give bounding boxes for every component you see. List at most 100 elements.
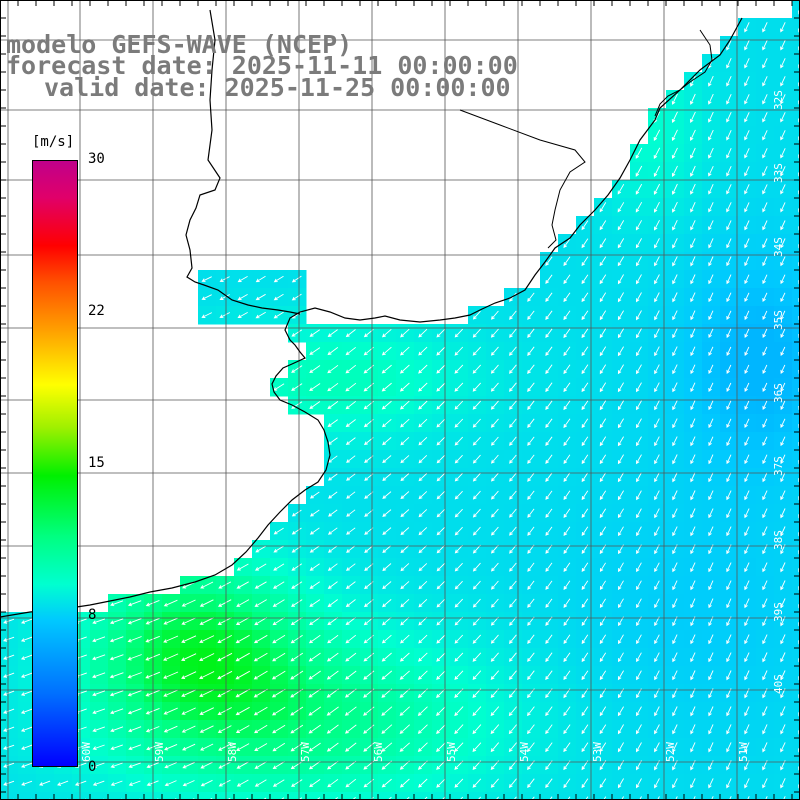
wind-arrow [563, 742, 571, 753]
wind-arrow [618, 580, 624, 591]
wind-arrow [585, 796, 589, 800]
wind-arrow [20, 636, 33, 642]
wind-arrow [690, 508, 696, 519]
wind-arrow [545, 490, 553, 500]
wind-speed-cell [792, 666, 800, 685]
wind-speed-cell [792, 72, 800, 91]
wind-arrow [400, 491, 410, 500]
wind-arrow [690, 382, 696, 393]
wind-arrow [563, 670, 571, 681]
wind-arrow [690, 436, 696, 447]
wind-arrow [708, 202, 714, 213]
wind-arrow [545, 274, 553, 284]
wind-arrow [654, 219, 660, 231]
wind-arrow [454, 418, 464, 428]
wind-arrow [636, 670, 642, 681]
wind-arrow [235, 706, 250, 716]
wind-arrow [454, 508, 463, 518]
wind-arrow [744, 742, 750, 753]
wind-arrow [654, 364, 660, 375]
coastline-river-plate-north [185, 9, 301, 315]
wind-arrow [345, 760, 357, 770]
wind-arrow [581, 364, 589, 375]
wind-arrow [710, 796, 714, 800]
wind-arrow [635, 220, 642, 231]
colorbar-tick-30: 30 [88, 151, 105, 167]
wind-speed-cell [792, 594, 800, 613]
wind-arrow [297, 797, 303, 800]
wind-arrow [636, 256, 642, 267]
wind-arrow [382, 509, 392, 518]
wind-speed-cell [108, 792, 127, 800]
wind-arrow [92, 708, 106, 715]
wind-arrow [617, 436, 624, 447]
wind-arrow [762, 724, 768, 735]
wind-arrow [654, 634, 660, 645]
wind-arrow [3, 672, 15, 678]
wind-arrow [744, 670, 750, 681]
wind-arrow [436, 598, 446, 608]
wind-arrow [199, 725, 214, 733]
wind-arrow [110, 744, 123, 751]
wind-arrow [490, 490, 499, 500]
wind-arrow [671, 93, 678, 105]
wind-arrow [636, 454, 642, 465]
wind-arrow [418, 491, 428, 500]
wind-arrow [744, 328, 750, 338]
wind-arrow [654, 436, 660, 447]
wind-arrow [672, 292, 678, 303]
wind-arrow [744, 130, 750, 141]
wind-arrow [490, 382, 499, 392]
wind-arrow [290, 742, 303, 752]
wind-arrow [726, 346, 732, 356]
wind-arrow [423, 796, 428, 800]
wind-arrow [399, 742, 410, 752]
wind-arrow [762, 76, 768, 87]
wind-arrow [346, 473, 356, 481]
wind-arrow [780, 436, 786, 447]
wind-arrow [291, 581, 303, 589]
latitude-label: 32S [772, 90, 785, 110]
wind-arrow [762, 328, 768, 338]
wind-arrow [617, 472, 624, 483]
wind-arrow [563, 598, 571, 608]
wind-arrow [762, 472, 768, 483]
wind-arrow [671, 147, 678, 159]
wind-arrow [272, 761, 285, 770]
wind-arrow [672, 310, 678, 321]
wind-arrow [128, 780, 141, 786]
wind-arrow [217, 670, 233, 680]
wind-arrow [545, 436, 553, 446]
wind-arrow [472, 724, 482, 735]
wind-arrow [726, 580, 732, 591]
latitude-label: 40S [772, 674, 785, 694]
wind-speed-cell [720, 792, 739, 800]
wind-arrow [454, 382, 464, 392]
wind-arrow [217, 617, 232, 625]
wind-arrow [708, 328, 714, 339]
wind-arrow [417, 706, 428, 716]
wind-arrow [454, 580, 463, 590]
wind-arrow [708, 598, 714, 609]
wind-speed-cell [792, 738, 800, 757]
wind-arrow [744, 454, 750, 465]
wind-arrow [490, 328, 499, 338]
wind-arrow [708, 310, 714, 321]
wind-arrow [381, 400, 392, 410]
wind-arrow [21, 762, 33, 768]
wind-arrow [654, 238, 660, 249]
wind-arrow [508, 670, 517, 681]
wind-speed-cell [792, 576, 800, 595]
wind-arrow [726, 76, 732, 87]
wind-speed-cell [792, 306, 800, 325]
wind-arrow [726, 706, 732, 717]
wind-arrow [315, 797, 321, 800]
longitude-label: 51W [737, 742, 750, 762]
wind-arrow [762, 670, 768, 681]
wind-arrow [672, 598, 678, 609]
wind-arrow [436, 472, 446, 482]
wind-arrow [617, 778, 624, 789]
wind-arrow [110, 600, 124, 607]
wind-arrow [92, 654, 106, 661]
